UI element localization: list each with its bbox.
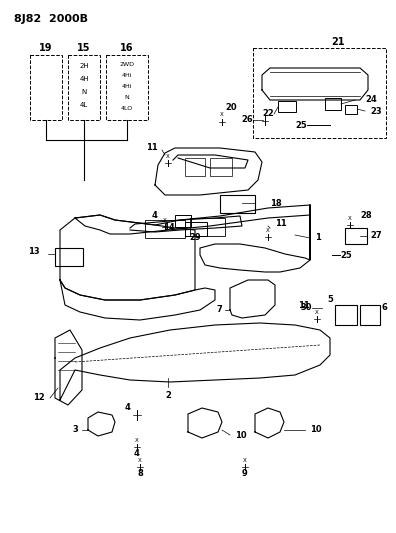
Text: 27: 27 <box>370 231 382 240</box>
Text: 4: 4 <box>134 448 140 457</box>
Text: 20: 20 <box>225 103 237 112</box>
Text: X: X <box>348 215 352 221</box>
Bar <box>278 101 296 112</box>
Text: 4LO: 4LO <box>121 106 133 111</box>
Text: 25: 25 <box>295 120 307 130</box>
Bar <box>220 195 255 213</box>
Text: 21: 21 <box>331 37 345 47</box>
Text: X: X <box>266 228 270 232</box>
Text: 2: 2 <box>165 391 171 400</box>
Bar <box>210 158 232 176</box>
Text: 9: 9 <box>242 469 248 478</box>
Bar <box>360 305 380 325</box>
Text: X: X <box>315 310 319 314</box>
Bar <box>185 222 207 236</box>
Text: 15: 15 <box>77 43 91 53</box>
Text: X: X <box>135 438 139 442</box>
Text: 4L: 4L <box>80 102 88 108</box>
Text: 14: 14 <box>163 223 175 232</box>
Text: 5: 5 <box>327 295 333 304</box>
Text: N: N <box>81 89 87 95</box>
Text: 1: 1 <box>315 233 321 243</box>
Text: 11: 11 <box>275 219 287 228</box>
Bar <box>68 55 100 120</box>
Text: N: N <box>125 95 129 100</box>
Text: 2WD: 2WD <box>120 62 135 67</box>
Text: 13: 13 <box>29 247 40 256</box>
Text: 16: 16 <box>120 43 134 53</box>
Bar <box>175 215 191 227</box>
Text: 8J82  2000B: 8J82 2000B <box>14 14 88 24</box>
Text: 30: 30 <box>301 303 312 312</box>
Bar <box>190 218 225 236</box>
Text: 3: 3 <box>72 425 78 434</box>
Text: X: X <box>220 112 224 117</box>
Text: X: X <box>138 457 142 463</box>
Text: 25: 25 <box>340 251 352 260</box>
Text: 4: 4 <box>124 403 130 413</box>
Text: 23: 23 <box>370 107 382 116</box>
Bar <box>345 105 357 114</box>
Text: 11: 11 <box>298 301 310 310</box>
Text: 22: 22 <box>262 109 274 118</box>
Bar <box>253 48 386 138</box>
Text: 26: 26 <box>241 116 253 125</box>
Text: 12: 12 <box>33 393 45 402</box>
Text: 4Hi: 4Hi <box>122 73 132 78</box>
Bar <box>185 158 205 176</box>
Text: 28: 28 <box>360 211 371 220</box>
Text: 2H: 2H <box>79 63 89 69</box>
Bar <box>106 55 148 120</box>
Text: X: X <box>243 457 247 463</box>
Text: X: X <box>163 217 167 222</box>
Text: 7: 7 <box>216 305 222 314</box>
Text: 4H: 4H <box>79 76 89 82</box>
Bar <box>345 228 367 244</box>
Text: 10: 10 <box>310 425 322 434</box>
Text: 24: 24 <box>365 95 377 104</box>
Text: 19: 19 <box>39 43 53 53</box>
Text: 29: 29 <box>189 233 201 243</box>
Bar <box>55 248 83 266</box>
Text: 6: 6 <box>382 303 388 312</box>
Text: X: X <box>166 154 170 158</box>
Text: 18: 18 <box>270 198 282 207</box>
Text: 4: 4 <box>151 211 157 220</box>
Bar <box>145 220 185 238</box>
Bar <box>325 98 341 110</box>
Text: 11: 11 <box>146 142 158 151</box>
Text: 8: 8 <box>137 469 143 478</box>
Text: 10: 10 <box>235 431 247 440</box>
Bar <box>335 305 357 325</box>
Bar <box>30 55 62 120</box>
Text: 4Hi: 4Hi <box>122 84 132 89</box>
